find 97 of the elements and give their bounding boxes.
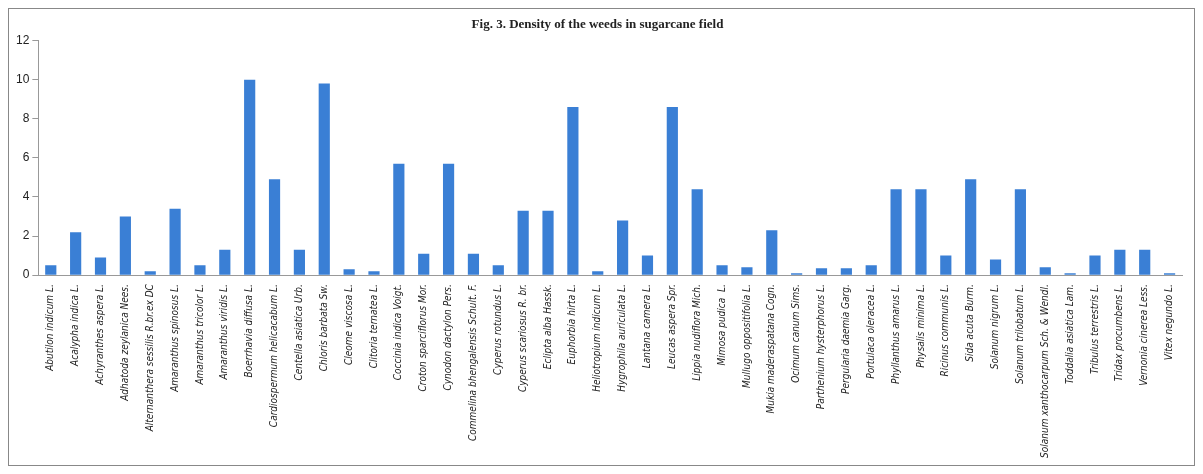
x-tick-label: Mullugo oppositifolia L. <box>740 284 752 388</box>
bar <box>915 189 927 275</box>
bar <box>965 179 977 275</box>
x-tick-label: Pergularia daemia Garg. <box>839 284 851 394</box>
x-tick-label: Cleome viscosa L. <box>342 284 354 365</box>
bar <box>1089 255 1101 275</box>
y-tick-label: 10 <box>15 72 30 86</box>
bar <box>890 189 902 275</box>
bar <box>492 265 504 275</box>
x-tick-label: Tribulus terrestris L. <box>1088 284 1100 375</box>
bar <box>766 230 778 275</box>
x-tick-label: Croton sparciflorus Mor. <box>417 284 429 392</box>
x-tick-label: Solanum trilobatum L. <box>1013 284 1025 385</box>
bar <box>293 249 305 275</box>
bar <box>194 265 206 275</box>
y-tick-label: 12 <box>15 32 30 47</box>
bar <box>418 253 430 275</box>
x-tick-label: Amaranthus spinosus L. <box>168 284 180 393</box>
x-tick-label: Cardiospermum helicacabum L. <box>268 284 280 428</box>
x-tick-label: Cynodon dactylon Pers. <box>442 284 454 391</box>
bar <box>368 271 380 275</box>
x-tick-label: Heliotropium indicum L. <box>591 284 603 392</box>
bar <box>815 268 828 275</box>
x-tick-label: Mimosa pudica L. <box>715 284 727 366</box>
bar <box>219 249 231 275</box>
bar <box>45 265 57 275</box>
bar <box>442 163 455 275</box>
x-tick-label: Clitoria ternatea L. <box>367 284 379 369</box>
bar <box>691 189 703 275</box>
x-tick-label: Cyperus rotundus L. <box>491 284 503 375</box>
bar <box>940 255 952 275</box>
x-tick-label: Vitex negundo L. <box>1163 284 1175 361</box>
bar <box>244 79 256 275</box>
y-tick-label: 4 <box>22 189 30 204</box>
x-tick-label: Mukia maderaspatana Cogn. <box>765 284 777 414</box>
x-tick-label: Amaranthus viridis L. <box>218 284 230 381</box>
x-tick-label: Cyperus scariosus R. br. <box>516 284 528 393</box>
x-tick-label: Ocimum canum Sims. <box>790 284 802 383</box>
x-tick-label: Ricinus communis L. <box>939 284 951 377</box>
bar <box>716 265 728 275</box>
bar <box>641 255 654 275</box>
x-tick-label: Portulaca oleracea L. <box>864 284 876 379</box>
bar <box>144 271 156 275</box>
x-tick-label: Lippia nudiflora Mich. <box>690 284 702 381</box>
bar <box>517 210 529 275</box>
x-tick-label: Abutilon indicum L. <box>44 284 56 372</box>
y-tick-label: 6 <box>22 150 30 165</box>
y-tick-label: 8 <box>22 111 30 126</box>
x-tick-label: Coccinia indica Voigt. <box>392 284 404 381</box>
x-tick-label: Hygrophila auriculata L. <box>616 284 628 392</box>
x-tick-label: Chloris barbata Sw. <box>317 284 329 372</box>
bar <box>94 257 107 275</box>
x-tick-label: Amaranthus tricolor L. <box>193 284 205 386</box>
bar <box>567 107 579 275</box>
x-tick-label: Acalypha indica L. <box>69 284 81 367</box>
x-tick-label: Phyllanthus amarus L. <box>889 284 901 384</box>
x-tick-label: Boerrhavia diffusa L. <box>243 284 255 378</box>
y-tick-label: 0 <box>22 267 30 282</box>
bar <box>865 265 877 275</box>
x-tick-label: Centella asiatica Urb. <box>292 284 304 381</box>
x-tick-label: Adhatoda zeylanica Nees. <box>118 284 130 402</box>
bar <box>989 259 1002 275</box>
x-tick-label: Tridax procumbens L. <box>1113 284 1125 382</box>
bar <box>542 210 554 275</box>
x-tick-label: Vernonia cinerea Less. <box>1138 284 1150 386</box>
x-tick-label: Parthenium hysterphorus L. <box>815 284 827 410</box>
x-tick-label: Euphorbia hirta L. <box>566 284 578 365</box>
bar <box>1014 189 1026 275</box>
x-tick-label: Sida acuta Burm. <box>964 284 976 362</box>
chart-title: Fig. 3. Density of the weeds in sugarcane field <box>471 16 725 32</box>
bar <box>617 220 629 275</box>
bar <box>741 267 753 275</box>
y-tick-label: 2 <box>22 228 30 243</box>
x-tick-label: Lantana camera L. <box>641 284 653 369</box>
x-tick-label: Toddalia asiatica Lam. <box>1063 284 1075 384</box>
x-tick-label: Alternanthera sessilis R.br.ex DC <box>143 283 155 433</box>
x-tick-label: Physalis minima L. <box>914 284 926 368</box>
x-tick-label: Eclipta alba Hassk. <box>541 284 553 370</box>
bar <box>1039 267 1051 275</box>
bar <box>1114 249 1126 275</box>
bar <box>467 253 480 275</box>
bar <box>70 232 82 275</box>
bar <box>1139 249 1151 275</box>
bar <box>169 208 181 275</box>
bar <box>268 179 281 275</box>
x-tick-label: Solanum nigrum L. <box>989 284 1001 370</box>
bar <box>119 216 131 275</box>
bar <box>666 107 678 275</box>
bar <box>592 271 604 275</box>
bar <box>393 163 405 275</box>
x-tick-label: Commelina bhengalensis Schult. F. <box>467 284 479 441</box>
x-tick-label: Leucas aspera Spr. <box>665 284 677 369</box>
bar <box>343 269 355 275</box>
bar <box>840 268 852 275</box>
bar <box>318 83 330 275</box>
x-tick-label: Achyranthes aspera L. <box>94 284 106 386</box>
x-tick-label: Solanum xanthocarpum Sch. & Wendl. <box>1038 284 1050 458</box>
